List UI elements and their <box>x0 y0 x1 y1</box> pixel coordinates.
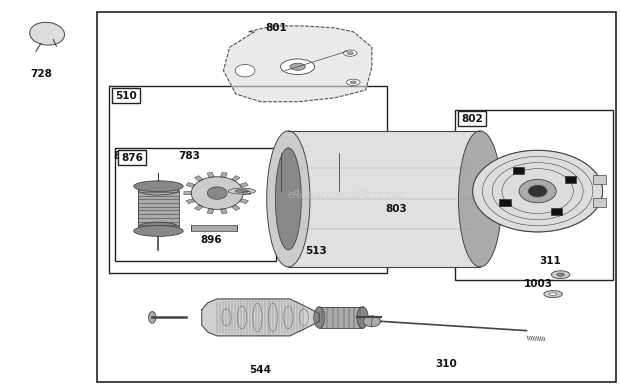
Bar <box>319 307 363 328</box>
Polygon shape <box>239 199 249 204</box>
Ellipse shape <box>343 50 357 56</box>
Ellipse shape <box>138 185 179 195</box>
Ellipse shape <box>30 22 64 45</box>
Text: 510: 510 <box>115 90 137 101</box>
Bar <box>115 148 276 261</box>
Ellipse shape <box>290 63 306 70</box>
Ellipse shape <box>138 222 179 232</box>
Text: 310: 310 <box>435 359 457 369</box>
Polygon shape <box>239 183 249 188</box>
Text: 802: 802 <box>463 112 485 122</box>
Bar <box>288 131 480 267</box>
Bar <box>118 150 146 165</box>
Text: 513: 513 <box>305 246 327 256</box>
Ellipse shape <box>350 81 356 84</box>
Bar <box>565 176 576 183</box>
Circle shape <box>519 179 556 203</box>
Ellipse shape <box>267 131 310 267</box>
Polygon shape <box>221 172 227 177</box>
Circle shape <box>235 64 255 77</box>
Bar <box>500 199 511 206</box>
Polygon shape <box>207 209 214 214</box>
Polygon shape <box>207 172 214 177</box>
Circle shape <box>191 177 243 209</box>
Bar <box>551 208 562 215</box>
Ellipse shape <box>357 307 368 328</box>
Ellipse shape <box>281 145 339 160</box>
Text: 876: 876 <box>113 151 135 161</box>
Text: 728: 728 <box>30 69 52 79</box>
Polygon shape <box>186 183 195 188</box>
Polygon shape <box>221 209 227 214</box>
Ellipse shape <box>235 190 249 193</box>
Circle shape <box>207 187 227 199</box>
Polygon shape <box>194 205 203 211</box>
Bar <box>513 167 525 174</box>
Bar <box>458 112 486 126</box>
Ellipse shape <box>281 59 314 74</box>
Text: 544: 544 <box>249 365 272 375</box>
Bar <box>97 12 616 381</box>
Ellipse shape <box>347 52 353 55</box>
Bar <box>593 175 606 184</box>
Ellipse shape <box>557 273 564 276</box>
Circle shape <box>528 185 547 197</box>
Polygon shape <box>186 199 195 204</box>
Text: 896: 896 <box>200 235 222 245</box>
Ellipse shape <box>301 173 319 178</box>
Circle shape <box>318 155 327 160</box>
Ellipse shape <box>228 188 255 194</box>
Circle shape <box>363 316 381 327</box>
Ellipse shape <box>134 225 183 236</box>
Ellipse shape <box>275 148 301 250</box>
Ellipse shape <box>549 293 557 296</box>
Bar <box>281 152 339 191</box>
Ellipse shape <box>458 131 502 267</box>
Polygon shape <box>231 176 240 181</box>
Text: 802: 802 <box>461 114 483 124</box>
Text: 801: 801 <box>265 23 287 33</box>
Circle shape <box>472 150 603 232</box>
Polygon shape <box>194 176 203 181</box>
Ellipse shape <box>281 183 339 199</box>
Bar <box>109 86 388 273</box>
Bar <box>112 88 140 103</box>
Text: 311: 311 <box>539 256 560 266</box>
Circle shape <box>318 145 327 150</box>
Polygon shape <box>231 205 240 211</box>
Ellipse shape <box>551 271 570 278</box>
Text: 783: 783 <box>179 151 200 161</box>
Bar <box>138 190 179 227</box>
Text: eReplacementParts.com: eReplacementParts.com <box>287 190 407 200</box>
Bar <box>455 110 613 280</box>
Polygon shape <box>202 299 319 336</box>
Bar <box>593 198 606 207</box>
Text: 803: 803 <box>386 204 407 214</box>
Ellipse shape <box>149 312 156 323</box>
Polygon shape <box>184 191 192 195</box>
Ellipse shape <box>544 291 562 298</box>
Ellipse shape <box>293 171 327 181</box>
Text: 1003: 1003 <box>523 279 552 289</box>
Polygon shape <box>223 26 372 102</box>
Ellipse shape <box>134 181 183 192</box>
Bar <box>190 225 237 231</box>
Text: 876: 876 <box>122 153 143 163</box>
Ellipse shape <box>275 143 345 162</box>
Polygon shape <box>243 191 250 195</box>
Ellipse shape <box>314 307 325 328</box>
Ellipse shape <box>347 79 360 85</box>
